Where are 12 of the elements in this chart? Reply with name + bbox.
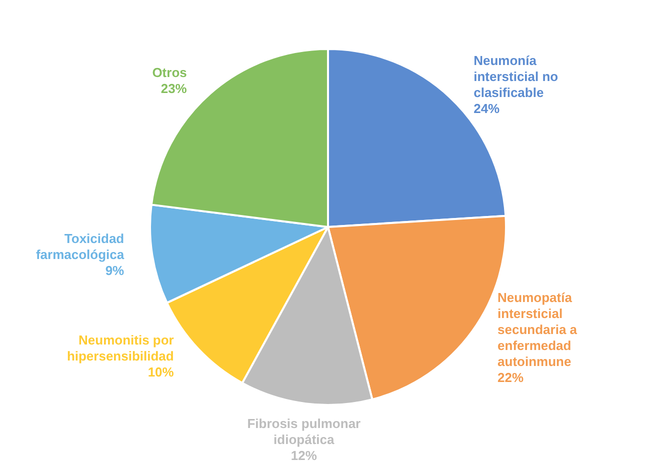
slice-label: Neumopatía intersticial secundaria a enfermedad autoinmune xyxy=(498,290,578,370)
slice-label: Neumonía intersticial no clasificable xyxy=(474,52,558,100)
data-label: 12% xyxy=(290,448,318,463)
slice-label: Toxicidad farmacológica xyxy=(36,231,125,262)
slice-label: Fibrosis pulmonar idiopática xyxy=(247,416,361,447)
slice-label: Otros xyxy=(152,64,187,80)
data-label: 10% xyxy=(148,364,174,380)
data-label: 24% xyxy=(474,100,500,116)
data-label: 22% xyxy=(498,370,524,386)
slice-label: Neumonitis por hipersensibilidad xyxy=(66,332,174,364)
data-label: 9% xyxy=(105,263,125,278)
data-label: 23% xyxy=(160,80,188,96)
